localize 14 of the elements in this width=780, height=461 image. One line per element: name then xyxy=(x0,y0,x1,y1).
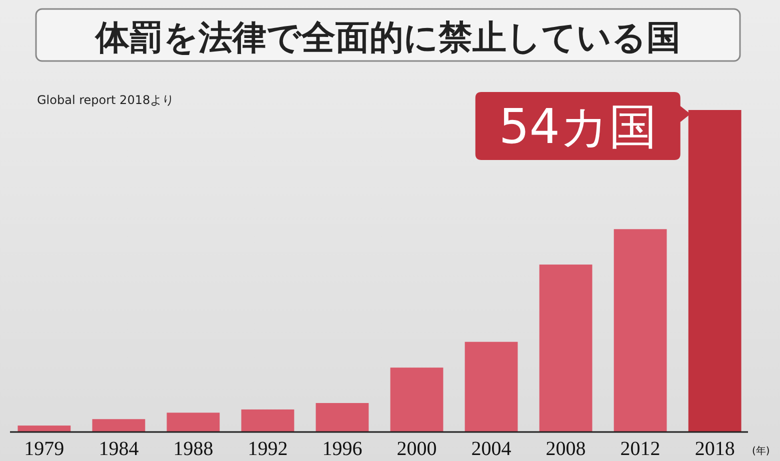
annotation: 54カ国 xyxy=(498,99,657,155)
chart-subtitle: Global report 2018より xyxy=(37,93,174,107)
x-tick-label: 1996 xyxy=(322,438,362,460)
x-tick-label: 2004 xyxy=(471,438,512,460)
x-tick-label: 1988 xyxy=(173,438,214,460)
x-tick-label: 1984 xyxy=(98,438,139,460)
x-tick-label: 1979 xyxy=(24,438,64,460)
x-tick-label: 2018 xyxy=(694,438,735,460)
chart-title: 体罰を法律で全面的に禁止している国 xyxy=(94,18,680,58)
text: (年) xyxy=(752,445,770,457)
x-tick-label: 2000 xyxy=(396,438,437,460)
x-tick-label: 2012 xyxy=(620,438,660,460)
x-tick-label: 2008 xyxy=(546,438,586,460)
x-tick-label: 1992 xyxy=(248,438,288,460)
